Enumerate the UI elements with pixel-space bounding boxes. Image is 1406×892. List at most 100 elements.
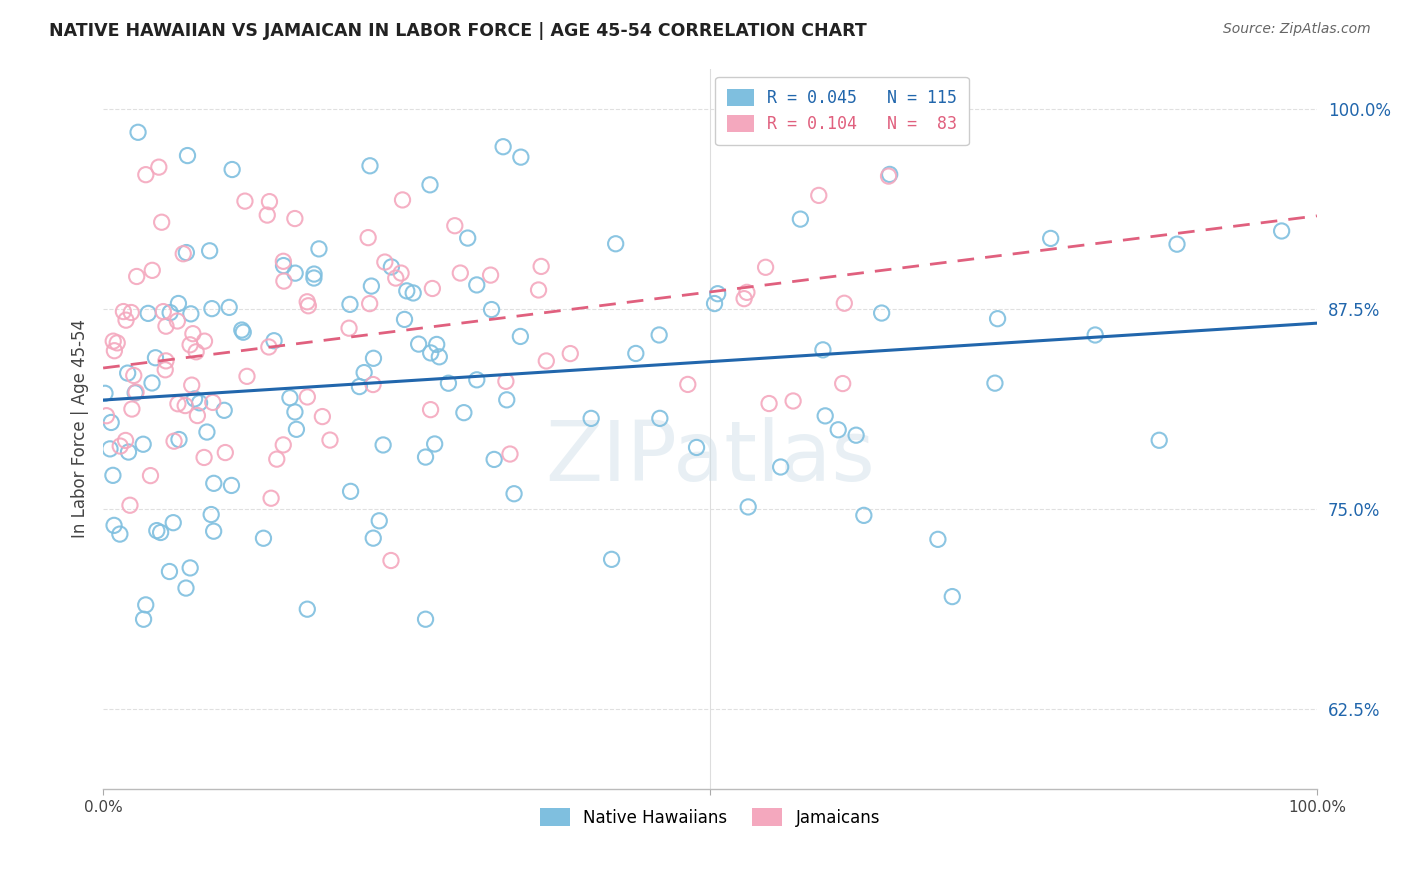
- Point: [100, 416, 122, 430]
- Point: [465, 277, 488, 292]
- Point: [201, 395, 224, 409]
- Point: [1147, 434, 1170, 448]
- Point: [252, 531, 274, 545]
- Point: [811, 343, 834, 357]
- Point: [415, 612, 437, 626]
- Text: Source: ZipAtlas.com: Source: ZipAtlas.com: [1223, 22, 1371, 37]
- Point: [122, 368, 145, 383]
- Point: [311, 409, 333, 424]
- Point: [284, 211, 307, 226]
- Point: [135, 598, 157, 612]
- Point: [1271, 224, 1294, 238]
- Point: [427, 350, 450, 364]
- Point: [114, 434, 136, 448]
- Point: [361, 377, 384, 392]
- Point: [648, 328, 671, 343]
- Point: [179, 338, 201, 352]
- Point: [201, 301, 224, 316]
- Point: [363, 351, 385, 366]
- Point: [132, 437, 155, 451]
- Point: [359, 159, 381, 173]
- Point: [600, 552, 623, 566]
- Point: [685, 441, 707, 455]
- Point: [295, 294, 318, 309]
- Point: [419, 178, 441, 192]
- Point: [814, 409, 837, 423]
- Point: [536, 354, 558, 368]
- Point: [202, 476, 225, 491]
- Point: [148, 160, 170, 174]
- Point: [176, 245, 198, 260]
- Point: [159, 305, 181, 319]
- Point: [257, 340, 280, 354]
- Point: [202, 524, 225, 539]
- Point: [180, 307, 202, 321]
- Point: [172, 246, 194, 260]
- Point: [495, 392, 517, 407]
- Point: [183, 392, 205, 406]
- Point: [110, 439, 132, 453]
- Point: [443, 219, 465, 233]
- Point: [877, 169, 900, 183]
- Point: [108, 527, 131, 541]
- Point: [374, 255, 396, 269]
- Point: [395, 284, 418, 298]
- Point: [349, 379, 371, 393]
- Point: [495, 374, 517, 388]
- Point: [284, 266, 307, 280]
- Point: [733, 292, 755, 306]
- Point: [96, 409, 118, 423]
- Point: [125, 385, 148, 400]
- Point: [426, 337, 449, 351]
- Point: [624, 346, 647, 360]
- Point: [155, 319, 177, 334]
- Point: [845, 428, 868, 442]
- Point: [174, 399, 197, 413]
- Point: [735, 285, 758, 300]
- Point: [117, 445, 139, 459]
- Point: [492, 139, 515, 153]
- Point: [150, 215, 173, 229]
- Point: [437, 376, 460, 391]
- Point: [782, 394, 804, 409]
- Point: [827, 423, 849, 437]
- Point: [221, 478, 243, 492]
- Point: [256, 208, 278, 222]
- Point: [302, 267, 325, 281]
- Point: [758, 396, 780, 410]
- Point: [167, 397, 190, 411]
- Point: [339, 297, 361, 311]
- Point: [481, 302, 503, 317]
- Point: [302, 271, 325, 285]
- Point: [380, 260, 402, 274]
- Point: [115, 313, 138, 327]
- Point: [560, 346, 582, 360]
- Point: [167, 433, 190, 447]
- Point: [297, 390, 319, 404]
- Point: [155, 354, 177, 368]
- Point: [163, 434, 186, 449]
- Point: [259, 194, 281, 209]
- Point: [755, 260, 778, 275]
- Point: [145, 351, 167, 365]
- Text: NATIVE HAWAIIAN VS JAMAICAN IN LABOR FORCE | AGE 45-54 CORRELATION CHART: NATIVE HAWAIIAN VS JAMAICAN IN LABOR FOR…: [49, 22, 868, 40]
- Point: [465, 373, 488, 387]
- Point: [499, 447, 522, 461]
- Point: [285, 422, 308, 436]
- Point: [605, 236, 627, 251]
- Point: [831, 376, 853, 391]
- Point: [260, 491, 283, 506]
- Point: [1084, 328, 1107, 343]
- Point: [236, 369, 259, 384]
- Point: [212, 403, 235, 417]
- Point: [200, 508, 222, 522]
- Point: [120, 305, 142, 319]
- Point: [1039, 231, 1062, 245]
- Point: [112, 304, 135, 318]
- Point: [789, 212, 811, 227]
- Point: [360, 279, 382, 293]
- Point: [162, 516, 184, 530]
- Point: [188, 396, 211, 410]
- Legend: Native Hawaiians, Jamaicans: Native Hawaiians, Jamaicans: [531, 800, 889, 835]
- Point: [807, 188, 830, 202]
